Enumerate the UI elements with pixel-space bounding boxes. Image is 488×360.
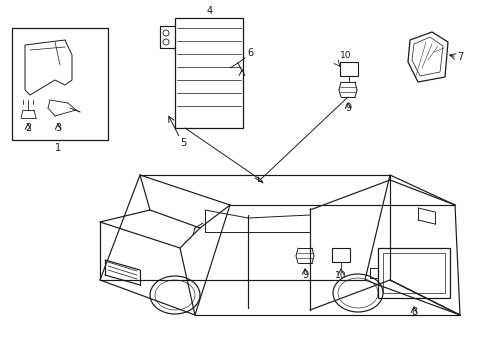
Text: 4: 4	[206, 6, 213, 16]
Text: 5: 5	[180, 138, 186, 148]
Text: 2: 2	[25, 123, 31, 133]
Bar	[12, 28, 108, 140]
Bar	[377, 248, 449, 298]
Text: 8: 8	[410, 307, 416, 317]
Text: 6: 6	[246, 48, 253, 58]
Text: 9: 9	[301, 270, 307, 280]
Bar	[339, 62, 357, 76]
Text: 3: 3	[55, 123, 61, 133]
Bar	[382, 253, 444, 293]
Text: 7: 7	[456, 52, 462, 62]
Bar	[331, 248, 349, 262]
Text: 10: 10	[340, 51, 351, 60]
Bar	[175, 18, 243, 128]
Text: 9: 9	[344, 103, 350, 113]
Text: 10: 10	[335, 270, 346, 279]
Text: 1: 1	[55, 143, 61, 153]
